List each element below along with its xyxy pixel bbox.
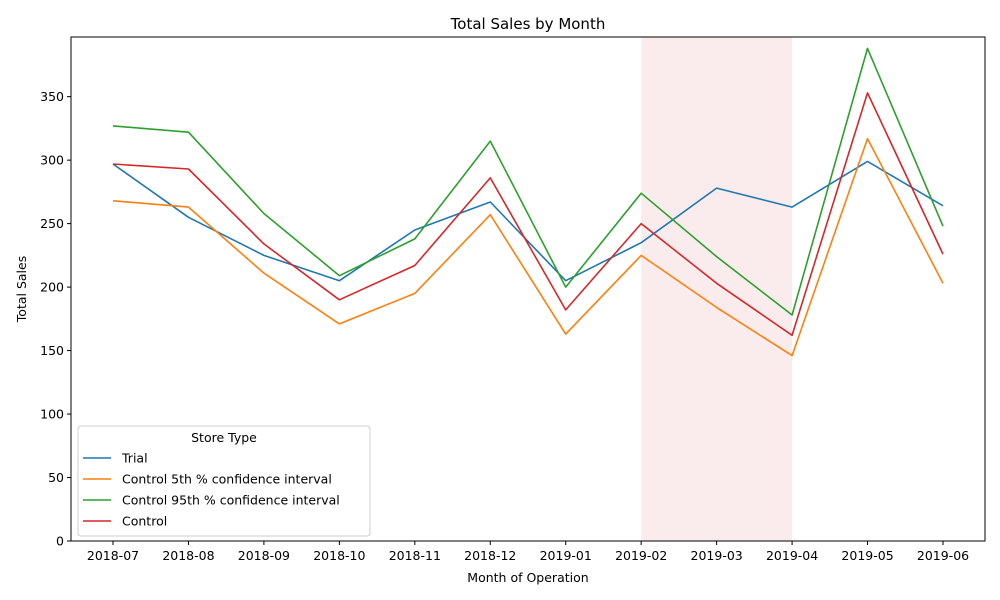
legend: Store Type Trial Control 5th % confidence… — [77, 425, 371, 537]
y-tick-label: 100 — [40, 407, 64, 422]
series-lines — [112, 47, 944, 357]
x-tick-label: 2019-03 — [691, 548, 743, 563]
x-axis: 2018-07 2018-08 2018-09 2018-10 2018-11 2018-… — [87, 541, 969, 563]
y-tick-label: 250 — [40, 216, 64, 231]
x-axis-label: Month of Operation — [467, 570, 588, 585]
chart-title: Total Sales by Month — [450, 15, 606, 33]
legend-entry: Control — [122, 514, 167, 529]
legend-title: Store Type — [191, 430, 257, 445]
highlight-span — [641, 37, 793, 541]
legend-entry: Control 5th % confidence interval — [122, 472, 332, 487]
y-tick-label: 150 — [40, 343, 64, 358]
x-tick-label: 2019-05 — [841, 548, 893, 563]
y-tick-label: 200 — [40, 280, 64, 295]
highlight-span-rect — [641, 37, 793, 541]
y-tick-label: 300 — [40, 153, 64, 168]
series-line — [112, 47, 944, 316]
series-line — [112, 92, 944, 337]
y-tick-label: 50 — [48, 470, 64, 485]
x-tick-label: 2019-04 — [766, 548, 818, 563]
y-tick-label: 350 — [40, 89, 64, 104]
series-line — [112, 160, 944, 282]
x-tick-label: 2018-12 — [464, 548, 516, 563]
y-axis: 0 50 100 150 200 250 300 350 — [40, 89, 71, 549]
legend-entry: Control 95th % confidence interval — [122, 493, 340, 508]
y-tick-label: 0 — [56, 534, 64, 549]
x-tick-label: 2018-08 — [162, 548, 214, 563]
x-tick-label: 2018-09 — [238, 548, 290, 563]
x-tick-label: 2019-01 — [540, 548, 592, 563]
plot-frame — [70, 36, 986, 542]
x-tick-label: 2019-06 — [917, 548, 969, 563]
legend-box — [77, 425, 371, 537]
legend-entry: Trial — [121, 451, 148, 466]
x-tick-label: 2019-02 — [615, 548, 667, 563]
y-axis-label: Total Sales — [14, 256, 29, 323]
x-tick-label: 2018-10 — [313, 548, 365, 563]
x-tick-label: 2018-07 — [87, 548, 139, 563]
x-tick-label: 2018-11 — [389, 548, 441, 563]
series-line — [112, 137, 944, 357]
